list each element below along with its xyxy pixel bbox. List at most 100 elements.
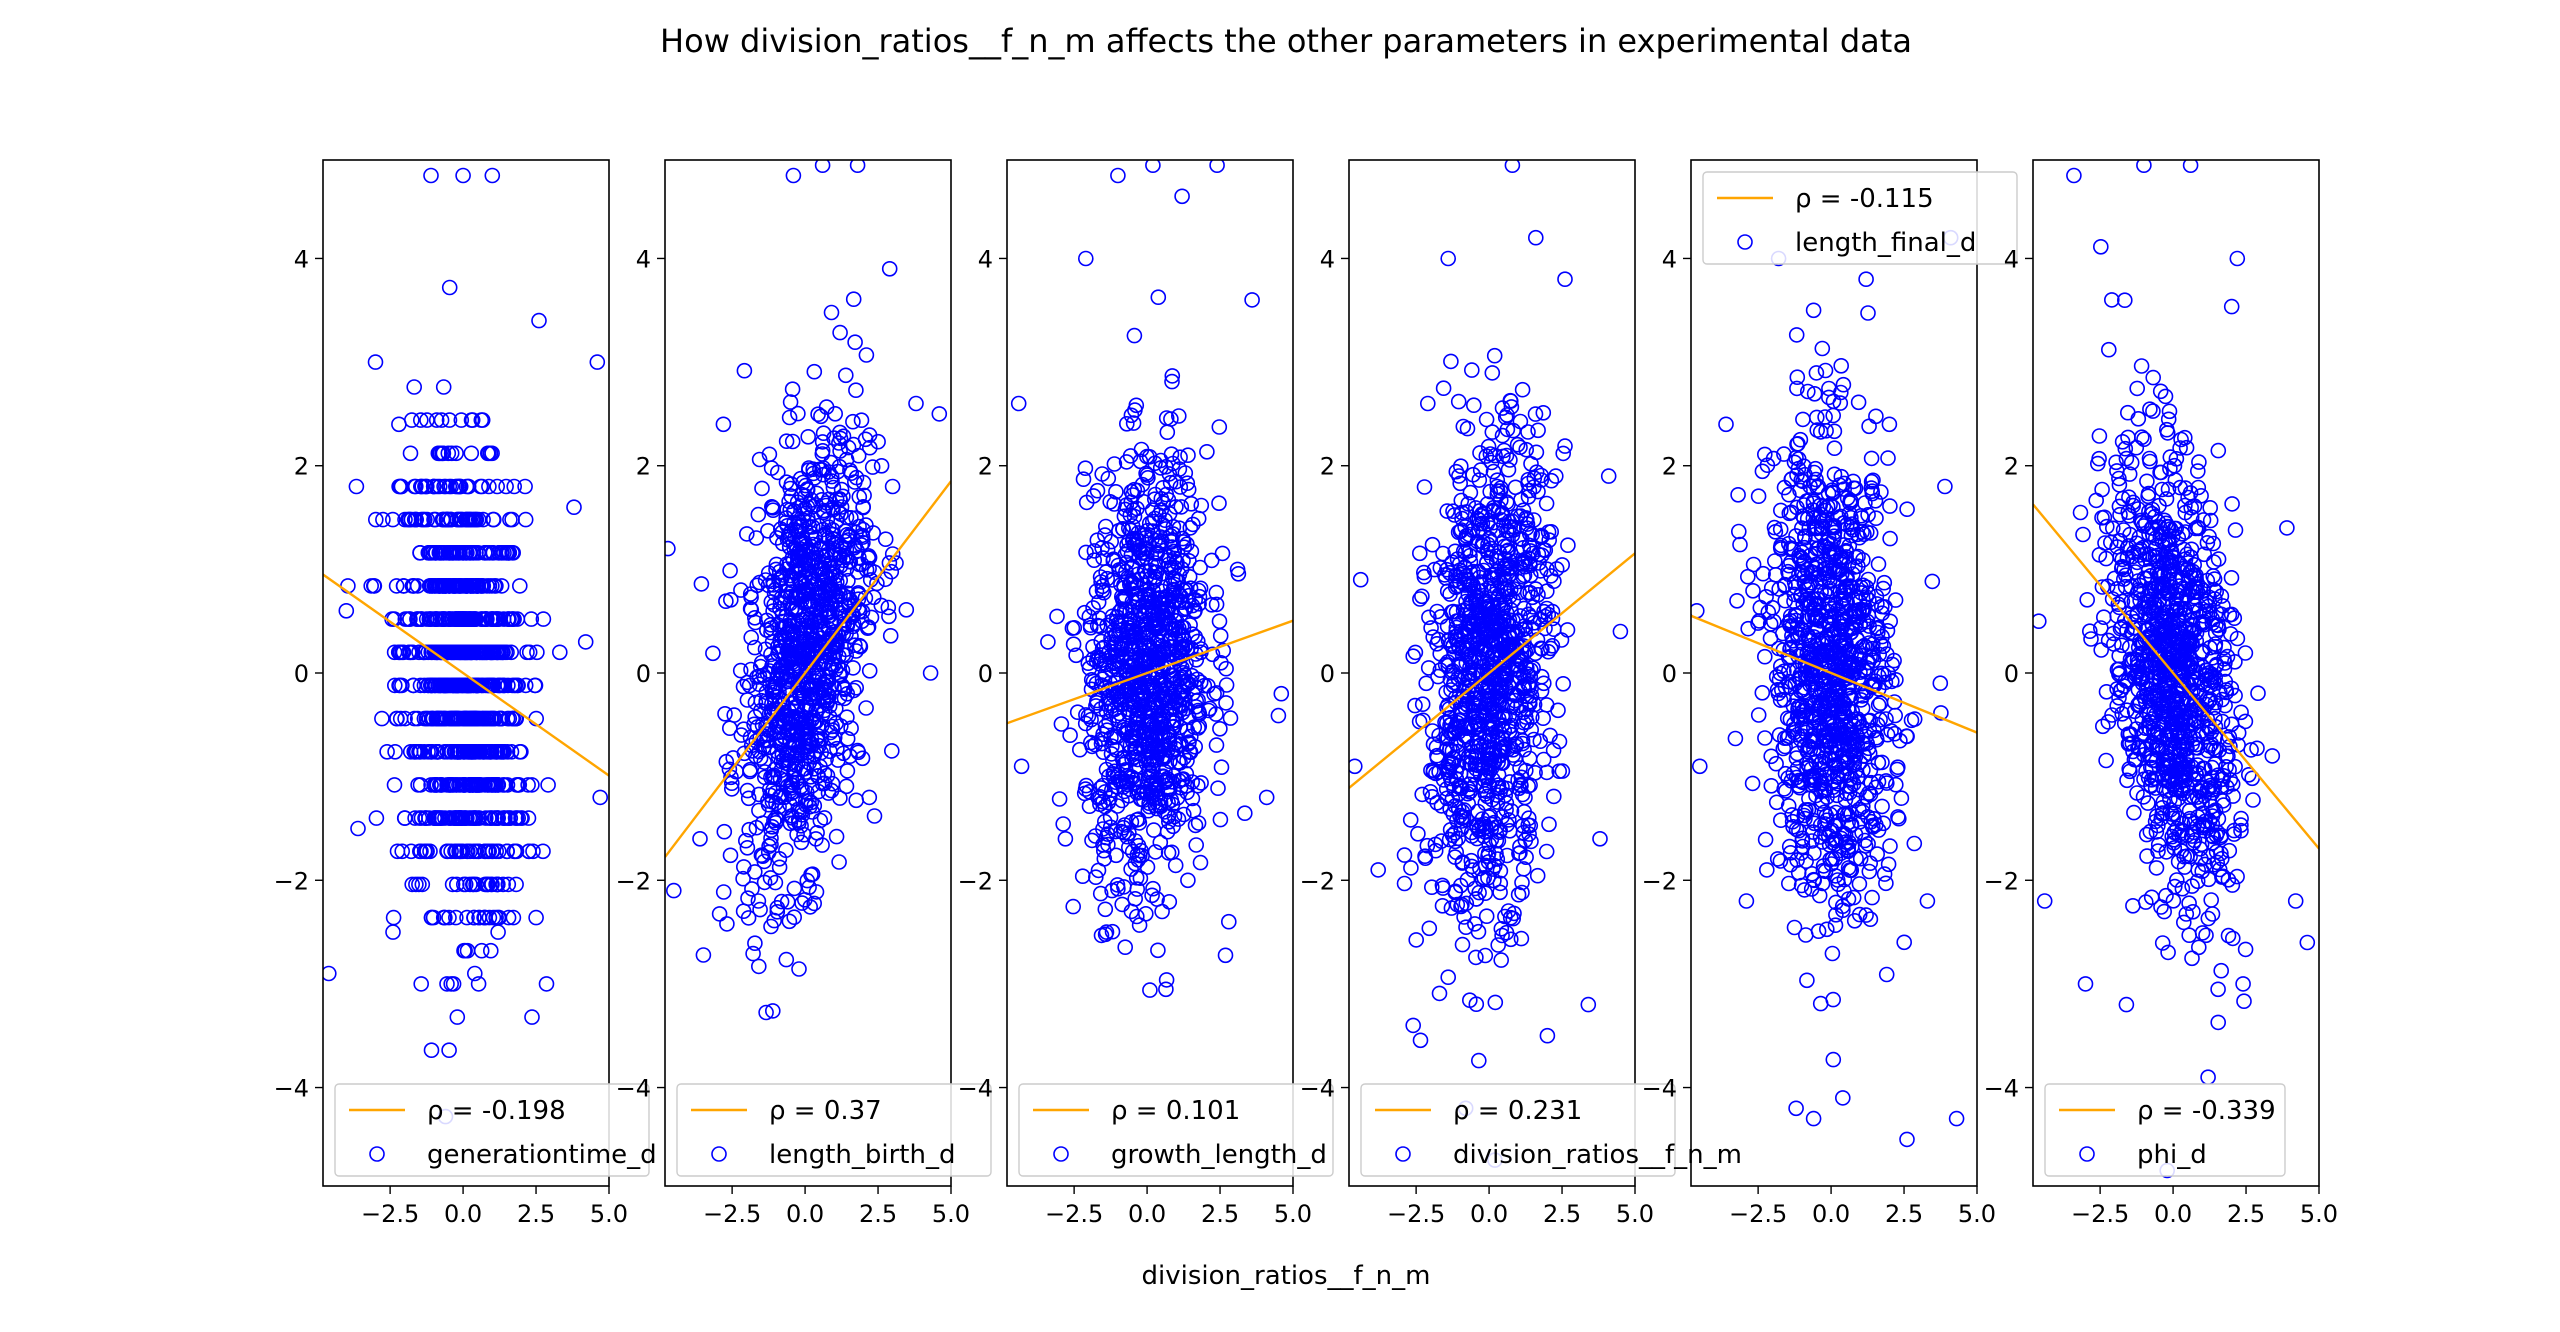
scatter-point [1404, 861, 1418, 875]
scatter-point [741, 891, 755, 905]
scatter-point [1160, 425, 1174, 439]
y-tick-label: 0 [978, 660, 993, 688]
x-tick-label: −2.5 [1387, 1200, 1445, 1228]
y-tick-label: 4 [978, 245, 993, 273]
scatter-point [1212, 420, 1226, 434]
scatter-point [1755, 686, 1769, 700]
scatter-point [1555, 764, 1569, 778]
x-tick-label: 2.5 [1201, 1200, 1239, 1228]
scatter-point [1556, 677, 1570, 691]
scatter-point [1472, 1054, 1486, 1068]
scatter-point [1880, 968, 1894, 982]
scatter-point [1159, 982, 1173, 996]
scatter-point [525, 1010, 539, 1024]
y-tick-label: −4 [274, 1075, 309, 1103]
scatter-point [1012, 397, 1026, 411]
scatter-point [425, 1043, 439, 1057]
scatter-point [1115, 897, 1129, 911]
scatter-point [1459, 920, 1473, 934]
scatter-point [1371, 863, 1385, 877]
scatter-point [1086, 601, 1100, 615]
scatter-point [1099, 520, 1113, 534]
scatter-point [852, 449, 866, 463]
x-axis-label: division_ratios__f_n_m [1142, 1261, 1431, 1291]
scatter-point [1220, 678, 1234, 692]
scatter-point [1213, 813, 1227, 827]
scatter-point [693, 832, 707, 846]
scatter-point [1488, 995, 1502, 1009]
scatter-point [1540, 1029, 1554, 1043]
scatter-point [859, 432, 873, 446]
scatter-point [1053, 792, 1067, 806]
scatter-point [1467, 398, 1481, 412]
scatter-point [1418, 480, 1432, 494]
scatter-point [390, 712, 404, 726]
scatter-point [1433, 986, 1447, 1000]
scatter-point [1222, 915, 1236, 929]
scatter-point [1881, 451, 1895, 465]
scatter-point [375, 712, 389, 726]
scatter-point [868, 809, 882, 823]
scatter-point [442, 1043, 456, 1057]
scatter-point [519, 513, 533, 527]
scatter-point [1398, 877, 1412, 891]
scatter-point [1098, 902, 1112, 916]
scatter-point [529, 678, 543, 692]
y-tick-label: 0 [636, 660, 651, 688]
scatter-point [847, 292, 861, 306]
scatter-point [1151, 943, 1165, 957]
scatter-point [1212, 496, 1226, 510]
scatter-point [1076, 869, 1090, 883]
y-tick-label: −2 [1300, 867, 1335, 895]
scatter-point [1189, 838, 1203, 852]
scatter-point [1758, 731, 1772, 745]
scatter-point [749, 531, 763, 545]
x-tick-label: −2.5 [703, 1200, 761, 1228]
scatter-point [404, 844, 418, 858]
scatter-point [567, 500, 581, 514]
scatter-point [859, 701, 873, 715]
scatter-point [1348, 759, 1362, 773]
scatter-point [1245, 293, 1259, 307]
scatter-point [1826, 409, 1840, 423]
y-tick-label: 0 [1320, 660, 1335, 688]
y-tick-label: −4 [1300, 1075, 1335, 1103]
scatter-point [1478, 949, 1492, 963]
scatter-point [875, 459, 889, 473]
scatter-point [1050, 609, 1064, 623]
scatter-point [849, 383, 863, 397]
scatter-point [1133, 918, 1147, 932]
y-tick-label: −2 [616, 867, 651, 895]
scatter-point [1468, 917, 1482, 931]
scatter-point [1404, 813, 1418, 827]
scatter-point [740, 527, 754, 541]
scatter-point [1192, 512, 1206, 526]
scatter-point [1079, 545, 1093, 559]
scatter-point [1456, 420, 1470, 434]
scatter-point [1274, 687, 1288, 701]
x-tick-label: 0.0 [1470, 1200, 1508, 1228]
scatter-point [1213, 722, 1227, 736]
scatter-point [513, 579, 527, 593]
scatter-point [1214, 629, 1228, 643]
scatter-point [1790, 437, 1804, 451]
y-tick-label: 4 [636, 245, 651, 273]
y-tick-label: 4 [294, 245, 309, 273]
scatter-point [848, 475, 862, 489]
scatter-point [883, 262, 897, 276]
scatter-point [1213, 614, 1227, 628]
scatter-point [1436, 899, 1450, 913]
scatter-point [1422, 921, 1436, 935]
scatter-point [737, 364, 751, 378]
axes-frame [323, 160, 609, 1186]
scatter-point [1536, 406, 1550, 420]
scatter-point [825, 306, 839, 320]
scatter-point [1561, 623, 1575, 637]
scatter-point [1514, 932, 1528, 946]
scatter-point [1531, 423, 1545, 437]
scatter-point [1219, 662, 1233, 676]
scatter-point [816, 444, 830, 458]
